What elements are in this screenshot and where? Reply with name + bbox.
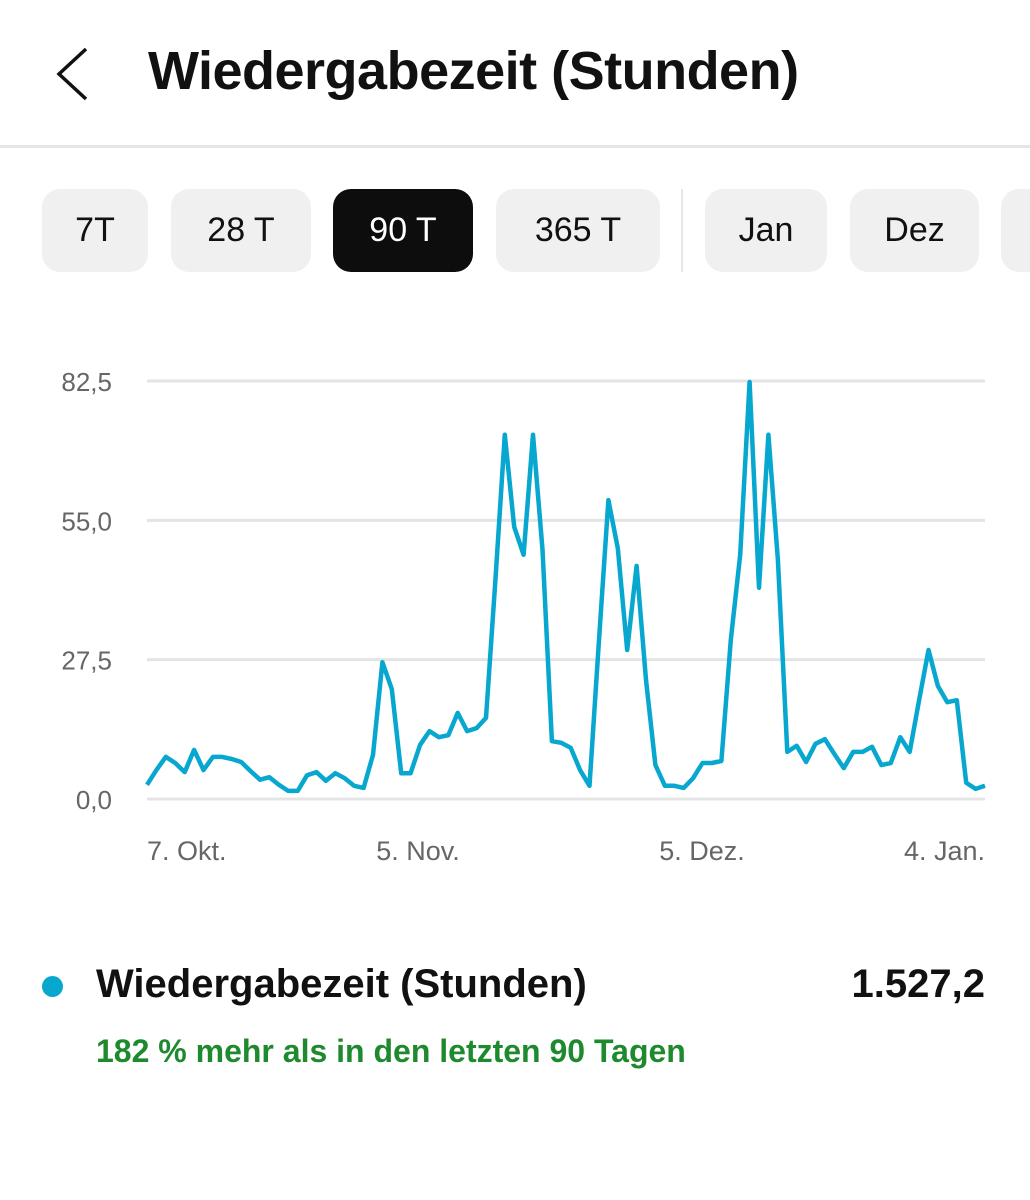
header: Wiedergabezeit (Stunden) [0, 0, 1030, 148]
time-range-filters: 7T 28 T 90 T 365 T Jan Dez [0, 189, 1030, 272]
x-tick-label: 4. Jan. [904, 836, 985, 866]
y-tick-label: 0,0 [76, 785, 112, 815]
total-value: 1.527,2 [851, 962, 985, 1006]
filter-28-days[interactable]: 28 T [171, 189, 311, 272]
legend-dot [42, 976, 63, 997]
filter-divider [681, 189, 683, 272]
watch-time-chart: 0,0 27,5 55,0 82,5 7. Okt. 5. Nov. 5. Dez. 4. J… [61, 367, 986, 866]
page-title: Wiedergabezeit (Stunden) [148, 41, 799, 101]
legend-label: Wiedergabezeit (Stunden) [96, 962, 587, 1006]
filter-jan[interactable]: Jan [705, 189, 827, 272]
filter-7-days[interactable]: 7T [42, 189, 148, 272]
y-tick-label: 55,0 [61, 506, 112, 536]
x-tick-label: 5. Dez. [659, 836, 745, 866]
filter-dez[interactable]: Dez [850, 189, 979, 272]
y-tick-label: 82,5 [61, 367, 112, 397]
filter-365-days[interactable]: 365 T [496, 189, 660, 272]
x-tick-label: 5. Nov. [376, 836, 460, 866]
change-text: 182 % mehr als in den letzten 90 Tagen [96, 1033, 686, 1069]
y-tick-label: 27,5 [61, 646, 112, 676]
back-button[interactable] [50, 44, 100, 104]
x-tick-label: 7. Okt. [147, 836, 227, 866]
filter-more[interactable] [1001, 189, 1030, 272]
series-line [145, 379, 986, 794]
chevron-left-icon [56, 47, 88, 101]
filter-90-days[interactable]: 90 T [333, 189, 473, 272]
